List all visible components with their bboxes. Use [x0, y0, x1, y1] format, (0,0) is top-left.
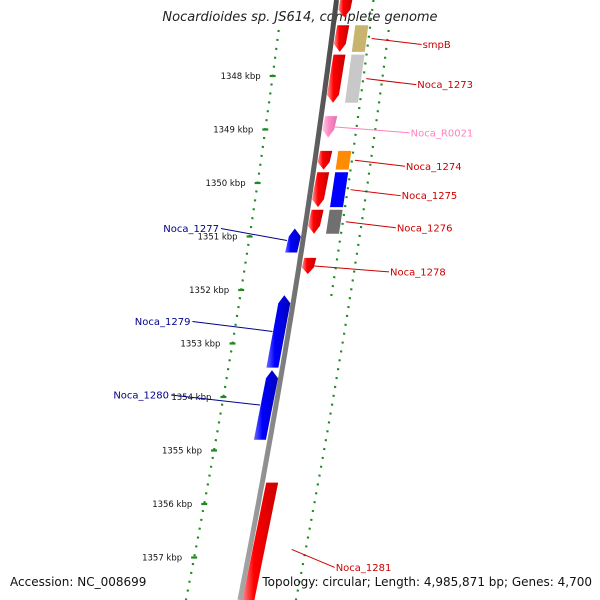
gene-label-noca_1280[interactable]: Noca_1280: [113, 391, 169, 402]
gene-noca_1274-arrow[interactable]: [317, 150, 333, 170]
gene-unnamed-arrow[interactable]: [338, 0, 353, 18]
gene-label-smpb[interactable]: smpB: [423, 40, 451, 51]
gene-label-noca_r0021[interactable]: Noca_R0021: [411, 128, 474, 139]
gene-label-noca_1281[interactable]: Noca_1281: [336, 563, 392, 574]
gene-noca_1273-arrow[interactable]: [327, 54, 346, 103]
gene-label-leader: [170, 394, 261, 406]
gene-label-leader: [312, 265, 390, 273]
gene-label-leader: [291, 549, 335, 568]
gene-noca_r0021-arrow[interactable]: [322, 116, 338, 138]
gene-label-noca_1279[interactable]: Noca_1279: [135, 317, 191, 328]
scale-tick-label: 1353 kbp: [180, 340, 220, 350]
gene-label-leader: [345, 221, 396, 229]
gene-label-leader: [350, 189, 401, 197]
gene-label-leader: [192, 320, 273, 332]
gene-label-noca_1275[interactable]: Noca_1275: [402, 191, 458, 202]
gene-label-leader: [366, 78, 417, 86]
gene-noca_1280-arrow[interactable]: [253, 370, 278, 440]
scale-tick-label: 1350 kbp: [206, 179, 246, 189]
cog-box-noca_1276: [326, 209, 343, 234]
cog-box-noca_1273: [345, 54, 365, 103]
cog-dotted-track: [329, 0, 375, 301]
accession-label: Accession: NC_008699: [10, 575, 147, 589]
gene-label-noca_1273[interactable]: Noca_1273: [417, 80, 473, 91]
scale-tick-label: 1357 kbp: [142, 554, 182, 564]
gene-label-noca_1274[interactable]: Noca_1274: [406, 162, 462, 173]
cog-box-smpb: [351, 25, 369, 52]
genome-backbone: [237, 0, 339, 600]
gene-label-leader: [220, 228, 288, 242]
gene-noca_1275-arrow[interactable]: [312, 172, 330, 208]
gene-label-leader: [333, 126, 410, 134]
gene-smpb-arrow[interactable]: [333, 25, 350, 52]
gene-label-noca_1276[interactable]: Noca_1276: [397, 223, 453, 234]
scale-tick-label: 1356 kbp: [152, 500, 192, 510]
scale-tick-label: 1355 kbp: [162, 447, 202, 457]
scale-tick-label: 1354 kbp: [171, 393, 211, 403]
gene-noca_1278-arrow[interactable]: [301, 257, 317, 274]
map-title: Nocardioides sp. JS614, complete genome: [162, 10, 438, 25]
scale-tick-label: 1352 kbp: [189, 286, 229, 296]
cog-box-noca_1274: [335, 150, 352, 170]
genome-stats: Topology: circular; Length: 4,985,871 bp…: [262, 575, 592, 589]
gene-noca_1277-arrow[interactable]: [285, 228, 301, 253]
scale-tick-label: 1351 kbp: [198, 233, 238, 243]
outer-dotted-track: [294, 29, 390, 600]
gene-noca_1276-arrow[interactable]: [308, 209, 324, 234]
gene-label-noca_1278[interactable]: Noca_1278: [390, 267, 446, 278]
gene-noca_1281-arrow[interactable]: [241, 482, 279, 600]
gene-label-leader: [354, 159, 405, 167]
scale-tick-label: 1349 kbp: [213, 126, 253, 136]
inner-dotted-track: [184, 29, 280, 600]
cog-box-noca_1275: [330, 172, 349, 208]
gene-label-noca_1277[interactable]: Noca_1277: [163, 224, 219, 235]
gene-noca_1279-arrow[interactable]: [266, 295, 291, 368]
scale-tick-label: 1348 kbp: [221, 72, 261, 82]
gene-label-leader: [371, 38, 422, 46]
